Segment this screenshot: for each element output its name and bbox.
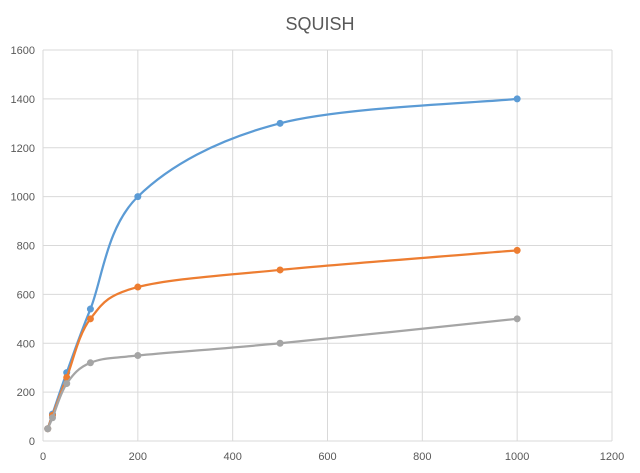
y-tick-label: 200 [17,387,35,399]
y-tick-label: 0 [29,436,35,448]
series-3 [44,315,521,433]
x-tick-label: 400 [223,451,241,463]
chart-title: SQUISH [285,14,354,34]
y-tick-label: 1600 [11,45,35,57]
data-point [134,193,142,201]
y-tick-label: 600 [17,289,35,301]
axis-tick-labels: 0 200 400 600 800 1000 1200 1400 1600 0 200 400 600 8… [11,45,625,463]
data-point [86,359,94,367]
data-point [48,414,56,422]
x-tick-label: 200 [129,451,147,463]
x-tick-label: 600 [318,451,336,463]
data-point [276,119,284,127]
data-point [44,425,52,433]
series-line [46,249,519,430]
y-tick-label: 1400 [11,94,35,106]
y-tick-label: 400 [17,338,35,350]
data-point [86,305,94,313]
series-line [46,97,519,430]
x-tick-label: 1200 [600,451,624,463]
data-point [63,380,71,388]
y-tick-label: 1200 [11,143,35,155]
gridlines [42,49,613,442]
series-1 [44,95,521,433]
data-point [276,339,284,347]
series-layer [44,95,521,433]
y-tick-label: 1000 [11,192,35,204]
data-point [513,315,521,323]
series-2 [44,246,521,433]
data-point [86,315,94,323]
series-line [46,317,519,430]
x-tick-label: 800 [413,451,431,463]
data-point [513,246,521,254]
data-point [513,95,521,103]
x-tick-label: 1000 [505,451,529,463]
data-point [134,351,142,359]
data-point [276,266,284,274]
y-tick-label: 800 [17,241,35,253]
data-point [134,283,142,291]
x-tick-label: 0 [40,451,46,463]
